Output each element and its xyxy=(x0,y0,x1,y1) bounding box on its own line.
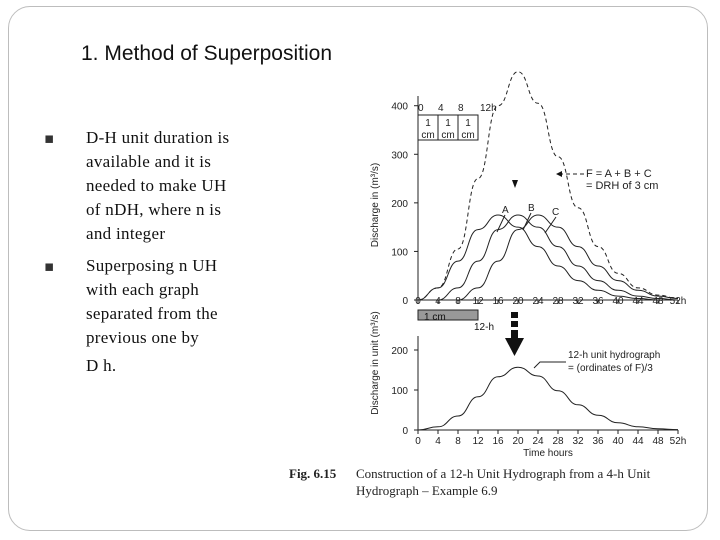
rain-depth-label: 1 xyxy=(445,118,451,129)
x-tick-label: 0 xyxy=(415,436,421,447)
legend-line-1: 12-h unit hydrograph xyxy=(568,350,660,361)
bullet-icon: ▪ xyxy=(44,257,55,275)
duration-label: 12-h xyxy=(474,322,494,333)
rain-unit-label: cm xyxy=(441,130,454,141)
x-tick-label: 12 xyxy=(472,436,484,447)
label-f: F = A + B + C xyxy=(586,168,652,180)
bullet-line: needed to make UH xyxy=(86,176,227,195)
x-tick-label: 20 xyxy=(512,436,524,447)
x-tick-label: 48 xyxy=(652,436,664,447)
rain-depth-label: 1 xyxy=(425,118,431,129)
figure-caption-line-2: Hydrograph – Example 6.9 xyxy=(356,483,498,498)
series-f-line xyxy=(417,71,679,301)
x-tick-label: 12 xyxy=(472,296,484,307)
arrow-b xyxy=(522,212,532,231)
bullet-line: previous one by xyxy=(86,328,200,347)
x-tick-label: 0 xyxy=(415,296,421,307)
series-label-b: B xyxy=(528,203,535,214)
y-tick-label: 100 xyxy=(391,247,408,258)
x-tick-label: 20 xyxy=(512,296,524,307)
bullet-icon: ▪ xyxy=(44,129,55,147)
arrow-c xyxy=(544,216,557,234)
x-tick-label: 24 xyxy=(532,296,544,307)
x-tick-label: 4 xyxy=(435,436,441,447)
bullet-line: separated from the xyxy=(86,304,218,323)
x-tick-label: 48 xyxy=(652,296,664,307)
series-label-a: A xyxy=(502,205,509,216)
bottom-ylabel: Discharge in unit (m³/s) xyxy=(370,311,381,414)
x-tick-label: 40 xyxy=(612,436,624,447)
x-tick-label: 32 xyxy=(572,436,584,447)
arrow-dash-icon xyxy=(511,321,518,327)
series-line-a xyxy=(417,214,659,301)
bullet-line: Superposing n UH xyxy=(86,256,218,275)
x-tick-label: 28 xyxy=(552,296,564,307)
y-tick-label: 0 xyxy=(402,296,408,307)
bullet-line: D-H unit duration is xyxy=(86,128,230,147)
rain-time-label: 12h xyxy=(480,103,497,114)
series-line-c xyxy=(457,214,679,301)
x-tick-label: 24 xyxy=(532,436,544,447)
bullet-line: of nDH, where n is xyxy=(86,200,222,219)
y-tick-label: 200 xyxy=(391,346,408,357)
y-tick-label: 100 xyxy=(391,386,408,397)
bullet-text-1: D-H unit duration is available and it is… xyxy=(86,126,286,246)
rain-unit-label: cm xyxy=(421,130,434,141)
bullet-line: with each graph xyxy=(86,280,200,299)
x-tick-label: 44 xyxy=(632,296,644,307)
rain-time-label: 0 xyxy=(418,103,424,114)
x-tick-label: 4 xyxy=(435,296,441,307)
x-tick-label: 8 xyxy=(455,296,461,307)
y-tick-label: 0 xyxy=(402,426,408,437)
series-label-c: C xyxy=(552,207,559,218)
bullet-line: and integer xyxy=(86,224,166,243)
rain-unit-label: cm xyxy=(461,130,474,141)
bottom-xlabel: Time hours xyxy=(523,448,573,459)
bullet-line: D h. xyxy=(86,356,117,375)
x-tick-label: 28 xyxy=(552,436,564,447)
series-line-b xyxy=(437,214,679,301)
legend-arrow xyxy=(533,361,566,369)
figure-caption-line-1: Construction of a 12-h Unit Hydrograph f… xyxy=(356,466,651,481)
arrow-a xyxy=(496,214,506,233)
slide-frame xyxy=(8,6,708,531)
bullet-line: available and it is xyxy=(86,152,212,171)
y-tick-label: 400 xyxy=(391,102,408,113)
rain-box-label: 1 cm xyxy=(424,312,446,323)
x-tick-label: 36 xyxy=(592,296,604,307)
x-tick-label: 52h xyxy=(670,436,687,447)
y-tick-label: 300 xyxy=(391,150,408,161)
arrow-f-icon xyxy=(556,171,562,177)
rain-depth-label: 1 xyxy=(465,118,471,129)
rain-time-label: 8 xyxy=(458,103,464,114)
arrow-dash-icon xyxy=(511,330,518,338)
figure-caption-label: Fig. 6.15 xyxy=(289,466,337,481)
down-arrow-icon xyxy=(505,338,524,356)
x-tick-label: 8 xyxy=(455,436,461,447)
y-tick-label: 200 xyxy=(391,199,408,210)
x-tick-label: 16 xyxy=(492,436,504,447)
label-f-drh: = DRH of 3 cm xyxy=(586,180,658,192)
rain-time-label: 4 xyxy=(438,103,444,114)
x-tick-label: 36 xyxy=(592,436,604,447)
x-tick-label: 40 xyxy=(612,296,624,307)
top-ylabel: Discharge in (m³/s) xyxy=(370,163,381,247)
bullet-text-2: Superposing n UH with each graph separat… xyxy=(86,254,286,378)
arrow-dash-icon xyxy=(511,312,518,318)
rain-duration-bar xyxy=(417,309,479,321)
x-tick-label: 52h xyxy=(670,296,687,307)
x-tick-label: 44 xyxy=(632,436,644,447)
peak-marker-icon xyxy=(512,180,518,188)
legend-line-2: = (ordinates of F)/3 xyxy=(568,363,653,374)
x-tick-label: 32 xyxy=(572,296,584,307)
unit-hydrograph-line xyxy=(417,366,679,431)
x-tick-label: 16 xyxy=(492,296,504,307)
slide-title: 1. Method of Superposition xyxy=(81,42,332,65)
